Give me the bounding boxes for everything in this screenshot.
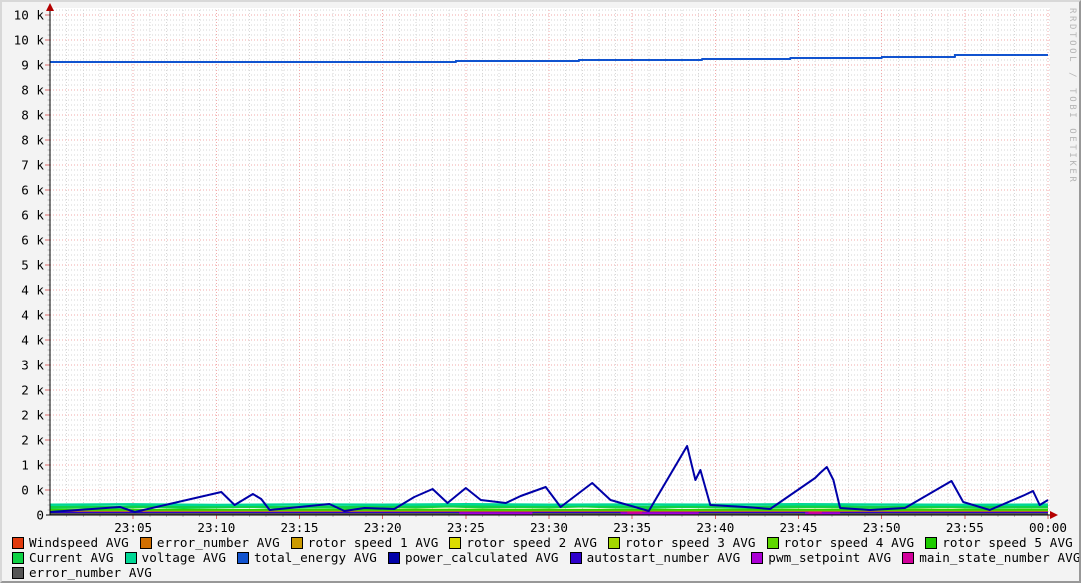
legend-item-power-calculated-avg: power_calculated AVG [387,550,559,565]
x-tick-label: 00:00 [1029,520,1067,535]
x-tick-label: 23:50 [863,520,901,535]
x-tick-label: 23:05 [114,520,152,535]
legend-label: total_energy AVG [254,550,377,565]
y-tick-label: 8 k [21,108,44,123]
series-line-voltage-avg [49,503,1049,507]
y-tick-label: 4 k [21,308,44,323]
legend-swatch-main-state-number-avg [902,552,915,564]
x-tick-label: 23:15 [281,520,319,535]
legend-label: rotor speed 1 AVG [307,535,439,550]
axes [46,3,1058,519]
legend-label: Windspeed AVG [29,535,129,550]
y-tick-label: 9 k [21,58,44,73]
legend-label: pwm_setpoint AVG [768,550,892,565]
legend-item-rotor-speed-4-avg: rotor speed 4 AVG [766,535,915,550]
x-tick-label: 23:25 [447,520,485,535]
legend-swatch-rotor-speed-5-avg [925,537,938,549]
legend-swatch-pwm-setpoint-avg [751,552,764,564]
legend-label: main_state_number AVG [919,550,1081,565]
x-tick-label: 23:10 [197,520,235,535]
legend-item-current-avg: Current AVG [12,551,114,565]
y-tick-label: 2 k [21,383,44,398]
series-line-current-avg [49,504,1048,509]
legend-swatch-windspeed-avg [12,537,24,549]
legend-label: rotor speed 2 AVG [466,535,598,550]
legend-swatch-autostart-number-avg [569,552,582,564]
y-tick-label: 2 k [21,408,44,423]
legend-swatch-power-calculated-avg [387,552,400,564]
y-tick-label: 3 k [21,358,44,373]
plot-canvas [50,8,1050,515]
y-tick-label: 4 k [21,333,44,348]
legend-item-windspeed-avg: Windspeed AVG [12,536,129,550]
minor-grid [50,9,1050,515]
y-tick-label: 0 [36,508,44,523]
x-tick-label: 23:45 [780,520,818,535]
legend-item-autostart-number-avg: autostart_number AVG [569,550,741,565]
legend-item-total-energy-avg: total_energy AVG [237,551,377,565]
legend-swatch-voltage-avg [124,552,137,564]
rrdtool-watermark: RRDTOOL / TOBI OETIKER [1067,8,1077,184]
legend-row-2: Current AVG voltage AVG total_energy AVG po… [12,550,1081,565]
legend-item-rotor-speed-3-avg: rotor speed 3 AVG [608,536,756,550]
legend-label: voltage AVG [141,550,227,565]
y-tick-label: 4 k [21,283,44,298]
y-tick-label: 8 k [21,133,44,148]
y-tick-label: 6 k [21,233,44,248]
x-tick-label: 23:40 [696,520,734,535]
legend-label: error_number AVG [156,535,280,550]
legend-item-error-number-avg: error_number AVG [12,566,152,580]
legend-label: rotor speed 3 AVG [625,535,756,550]
y-tick-label: 10 k [14,8,45,23]
x-tick-label: 23:20 [364,520,402,535]
legend-label: autostart_number AVG [586,550,741,565]
x-axis-arrow-icon [1050,511,1058,519]
legend-item-rotor-speed-5-avg: rotor speed 5 AVG [925,536,1073,550]
y-tick-label: 8 k [21,83,44,98]
legend-row-3: error_number AVG [12,566,163,580]
legend-item-pwm-setpoint-avg: pwm_setpoint AVG [751,551,891,565]
series-line-power-calculated-avg [49,445,1049,513]
legend-label: Current AVG [29,550,114,565]
legend-item-voltage-avg: voltage AVG [124,550,227,565]
legend-item-rotor-speed-1-avg: rotor speed 1 AVG [290,535,439,550]
legend-swatch-current-avg [12,552,24,564]
legend-swatch-total-energy-avg [237,552,250,564]
y-tick-label: 1 k [21,458,44,473]
y-tick-label: 6 k [21,183,44,198]
legend-swatch-error-number-avg [139,537,152,549]
legend-item-error-number-avg: error_number AVG [139,535,280,550]
x-tick-label: 23:35 [613,520,651,535]
legend-swatch-rotor-speed-1-avg [290,537,303,549]
x-axis-labels: 23:05 23:10 23:15 23:20 23:25 23:30 23:35 23:40… [114,520,1067,535]
legend-item-rotor-speed-2-avg: rotor speed 2 AVG [449,536,597,550]
y-tick-label: 7 k [21,158,44,173]
legend-swatch-rotor-speed-3-avg [608,537,621,549]
legend-item-main-state-number-avg: main_state_number AVG [902,550,1081,565]
y-tick-label: 2 k [21,433,44,448]
legend-label: rotor speed 4 AVG [783,535,915,550]
legend-swatch-rotor-speed-4-avg [766,537,779,549]
y-tick-label: 5 k [21,258,44,273]
y-axis-arrow-icon [46,3,54,11]
legend-row-1: Windspeed AVG error_number AVG rotor speed… [12,535,1079,550]
y-axis-labels: 10 k 10 k 9 k 8 k 8 k 8 k 7 k 6 k 6 k 6 k 5 k 4 k 4 … [14,8,45,523]
major-grid [50,10,1050,515]
legend-swatch-rotor-speed-2-avg [449,537,462,549]
data-series [49,54,1049,516]
x-tick-label: 23:55 [946,520,984,535]
y-tick-label: 6 k [21,208,44,223]
y-tick-label: 10 k [14,33,45,48]
legend-label: error_number AVG [29,565,152,580]
series-line-total-energy-avg [50,54,1048,63]
legend-label: rotor speed 5 AVG [942,535,1073,550]
legend-swatch-error-number-avg [12,567,24,579]
y-tick-label: 0 k [21,483,44,498]
x-tick-label: 23:30 [530,520,568,535]
legend-label: power_calculated AVG [404,550,559,565]
